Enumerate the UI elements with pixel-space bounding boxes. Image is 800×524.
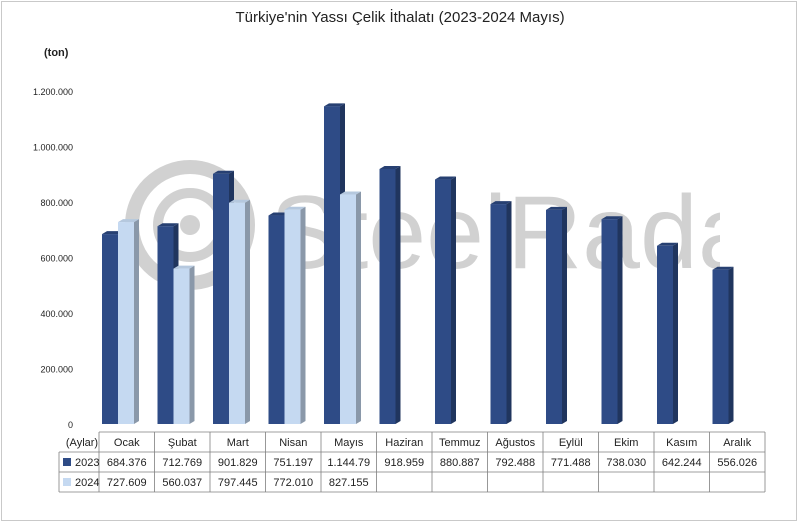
data-label: 642.244 xyxy=(662,457,702,469)
y-tick-label: 200.000 xyxy=(40,365,73,375)
bar-2024-Nisan xyxy=(284,206,306,424)
legend-key-2024 xyxy=(63,478,71,486)
bar-2023-Haziran xyxy=(379,165,401,424)
x-axis-label: (Aylar) xyxy=(66,437,98,449)
bar-2023-Ağustos xyxy=(490,201,512,424)
data-label: 772.010 xyxy=(273,477,313,489)
bar-2023-Kasım xyxy=(657,242,678,424)
bar-2023-Eylül xyxy=(546,206,567,424)
category-label: Nisan xyxy=(279,437,307,449)
bar-2024-Mart xyxy=(229,199,250,424)
bar-2024-Ocak xyxy=(118,219,139,424)
category-label: Ocak xyxy=(114,437,140,449)
data-label: 918.959 xyxy=(384,457,424,469)
category-label: Mayıs xyxy=(334,437,364,449)
bar-2023-Temmuz xyxy=(435,176,456,424)
data-label: 560.037 xyxy=(162,477,202,489)
bar-2024-Mayıs xyxy=(340,191,361,424)
legend-label: 2023 xyxy=(75,457,99,469)
data-label: 727.609 xyxy=(107,477,147,489)
y-tick-label: 0 xyxy=(68,420,73,430)
category-label: Eylül xyxy=(559,437,583,449)
category-label: Mart xyxy=(227,437,249,449)
y-tick-label: 1.000.000 xyxy=(33,143,73,153)
data-label: 771.488 xyxy=(551,457,591,469)
data-label: 556.026 xyxy=(717,457,757,469)
category-label: Aralık xyxy=(723,437,752,449)
category-label: Temmuz xyxy=(439,437,481,449)
category-label: Kasım xyxy=(666,437,697,449)
data-label: 827.155 xyxy=(329,477,369,489)
bar-2024-Şubat xyxy=(173,265,195,424)
bars xyxy=(102,103,734,425)
data-label: 880.887 xyxy=(440,457,480,469)
y-tick-label: 800.000 xyxy=(40,198,73,208)
category-label: Ağustos xyxy=(495,437,535,449)
legend-label: 2024 xyxy=(75,477,99,489)
data-label: 712.769 xyxy=(162,457,202,469)
category-label: Ekim xyxy=(614,437,638,449)
bar-2023-Ekim xyxy=(601,216,623,424)
y-tick-label: 400.000 xyxy=(40,309,73,319)
data-label: 797.445 xyxy=(218,477,258,489)
data-label: 792.488 xyxy=(495,457,535,469)
y-axis-unit: (ton) xyxy=(44,47,69,59)
data-table: (Aylar) Ocak Şubat Mart Nisan Mayıs Haziran Tem… xyxy=(58,431,766,493)
chart-title: Türkiye'nin Yassı Çelik İthalatı (2023-2… xyxy=(235,9,565,26)
category-label: Şubat xyxy=(168,437,197,449)
category-label: Haziran xyxy=(385,437,423,449)
data-label: 684.376 xyxy=(107,457,147,469)
data-label: 901.829 xyxy=(218,457,258,469)
y-axis: 0 200.000 400.000 600.000 800.000 1.000.000 1.… xyxy=(33,87,73,430)
y-tick-label: 600.000 xyxy=(40,254,73,264)
data-label: 751.197 xyxy=(273,457,313,469)
data-label: 738.030 xyxy=(606,457,646,469)
data-label: 1.144.79 xyxy=(327,457,370,469)
y-tick-label: 1.200.000 xyxy=(33,87,73,97)
legend-key-2023 xyxy=(63,458,71,466)
bar-2023-Aralık xyxy=(712,266,734,424)
